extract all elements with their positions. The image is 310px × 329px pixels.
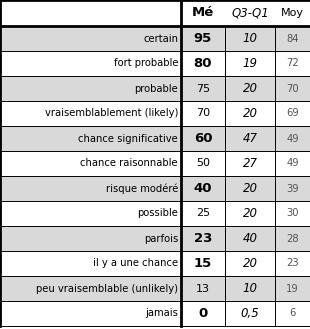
Text: 30: 30 (286, 209, 299, 218)
Text: 75: 75 (196, 84, 210, 93)
Text: 49: 49 (286, 159, 299, 168)
Text: 28: 28 (286, 234, 299, 243)
Bar (0, 301, 310, 326)
Bar (0, 101, 310, 126)
Text: 70: 70 (286, 84, 299, 93)
Text: 40: 40 (194, 182, 212, 195)
Text: 15: 15 (194, 257, 212, 270)
Bar (0, 151, 310, 176)
Bar (0, 176, 310, 201)
Bar (0, 26, 310, 51)
Bar (0, 226, 310, 251)
Text: 72: 72 (286, 59, 299, 68)
Text: 49: 49 (286, 134, 299, 143)
Text: Moy: Moy (281, 8, 304, 18)
Text: 6: 6 (289, 309, 296, 318)
Text: 20: 20 (242, 207, 258, 220)
Text: 20: 20 (242, 182, 258, 195)
Bar (0, 76, 310, 101)
Text: 13: 13 (196, 284, 210, 293)
Text: 10: 10 (242, 32, 258, 45)
Text: 19: 19 (242, 57, 258, 70)
Text: il y a une chance: il y a une chance (93, 259, 178, 268)
Text: Mé: Mé (192, 7, 214, 19)
Text: 23: 23 (194, 232, 212, 245)
Text: parfois: parfois (144, 234, 178, 243)
Text: 0: 0 (198, 307, 208, 320)
Text: 80: 80 (194, 57, 212, 70)
Bar (0, 201, 310, 226)
Text: 23: 23 (286, 259, 299, 268)
Text: 10: 10 (242, 282, 258, 295)
Text: probable: probable (134, 84, 178, 93)
Text: risque modéré: risque modéré (106, 183, 178, 194)
Text: 39: 39 (286, 184, 299, 193)
Text: jamais: jamais (145, 309, 178, 318)
Text: possible: possible (137, 209, 178, 218)
Text: 27: 27 (242, 157, 258, 170)
Text: 20: 20 (242, 257, 258, 270)
Text: certain: certain (143, 34, 178, 43)
Text: 0,5: 0,5 (241, 307, 259, 320)
Text: 20: 20 (242, 107, 258, 120)
Text: 69: 69 (286, 109, 299, 118)
Bar (0, 0, 310, 26)
Bar (0, 251, 310, 276)
Text: peu vraisemblable (unlikely): peu vraisemblable (unlikely) (36, 284, 178, 293)
Text: 84: 84 (286, 34, 299, 43)
Text: 40: 40 (242, 232, 258, 245)
Text: 60: 60 (194, 132, 212, 145)
Bar (0, 51, 310, 76)
Text: 47: 47 (242, 132, 258, 145)
Text: 70: 70 (196, 109, 210, 118)
Text: 25: 25 (196, 209, 210, 218)
Text: chance significative: chance significative (78, 134, 178, 143)
Text: 19: 19 (286, 284, 299, 293)
Text: 50: 50 (196, 159, 210, 168)
Text: Q3-Q1: Q3-Q1 (231, 7, 269, 19)
Text: 95: 95 (194, 32, 212, 45)
Bar (0, 276, 310, 301)
Bar (0, 126, 310, 151)
Text: vraisemblablement (likely): vraisemblablement (likely) (45, 109, 178, 118)
Text: fort probable: fort probable (113, 59, 178, 68)
Text: chance raisonnable: chance raisonnable (80, 159, 178, 168)
Text: 20: 20 (242, 82, 258, 95)
